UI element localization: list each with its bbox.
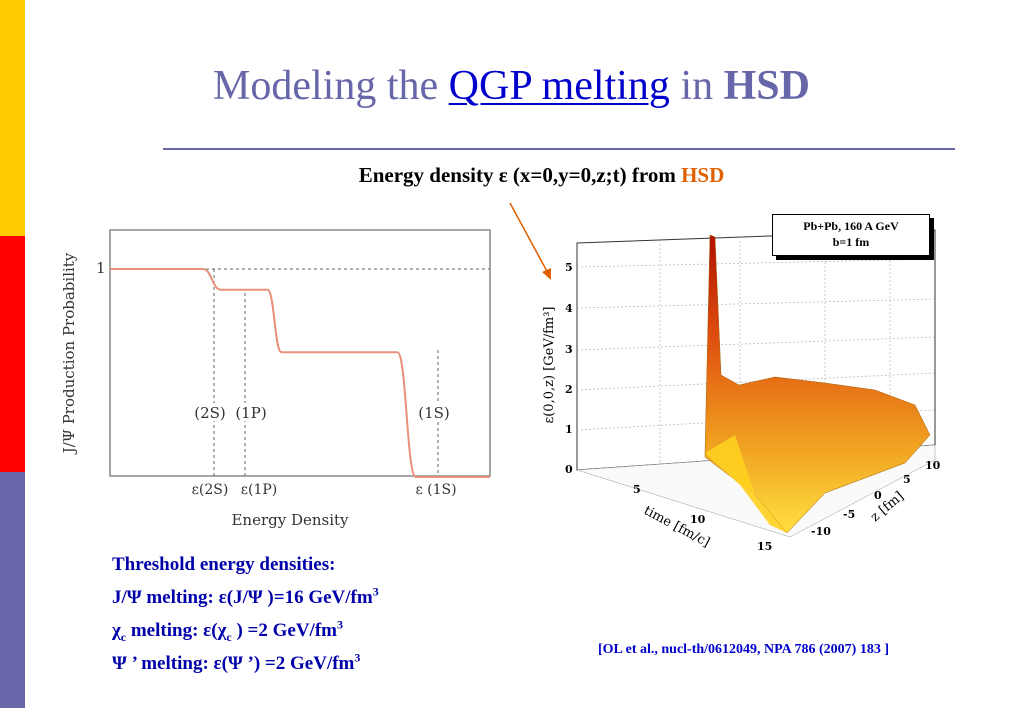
zpos-tick-m5: -5 — [843, 508, 855, 521]
z-tick-2: 2 — [565, 383, 573, 396]
x-tick-2s: ε(2S) — [192, 482, 229, 498]
title-highlight-link[interactable]: QGP melting — [448, 63, 670, 109]
zpos-tick-0: 0 — [874, 489, 882, 502]
y-tick-1: 1 — [96, 259, 106, 277]
x-tick-1p: ε(1P) — [241, 482, 278, 498]
time-tick-10: 10 — [690, 513, 706, 526]
chic-text-a: χ — [112, 620, 121, 641]
threshold-heading: Threshold energy densities: — [112, 554, 336, 575]
z-tick-5: 5 — [565, 261, 573, 274]
subtitle-part1: Energy density ε (x=0,y=0,z;t) from — [358, 163, 682, 187]
legend-line2: b=1 fm — [832, 235, 870, 249]
subtitle-part2: HSD — [681, 163, 725, 187]
title-divider — [163, 148, 955, 150]
reference-citation[interactable]: [OL et al., nucl-th/0612049, NPA 786 (20… — [598, 642, 890, 657]
zpos-tick-10: 10 — [925, 459, 941, 472]
jpsi-sup: 3 — [372, 584, 379, 599]
chic-sub-b: c — [226, 629, 232, 644]
surface-front — [705, 435, 787, 533]
time-axis-title: time [fm/c] — [641, 503, 712, 550]
x-tick-1s: ε (1S) — [415, 482, 456, 498]
chart-subtitle: Energy density ε (x=0,y=0,z;t) from HSD — [0, 163, 1023, 188]
pointer-arrow — [509, 202, 551, 280]
collision-legend: Pb+Pb, 160 A GeV b=1 fm — [772, 214, 930, 256]
title-part3: HSD — [723, 63, 810, 109]
time-tick-5: 5 — [633, 483, 641, 496]
sidebar-stripe — [0, 0, 25, 708]
y-axis-label: J/Ψ Production Probability — [60, 252, 78, 455]
z-axis-title: ε(0,0,z) [GeV/fm³] — [542, 306, 557, 423]
threshold-chic: χc melting: ε(χc ) =2 GeV/fm3 — [112, 614, 379, 647]
time-tick-15: 15 — [757, 540, 772, 553]
title-part2: in — [669, 63, 724, 109]
threshold-jpsi: J/Ψ melting: ε(J/Ψ )=16 GeV/fm3 — [112, 581, 379, 614]
chic-sup: 3 — [336, 617, 343, 632]
sidebar-yellow-block — [0, 0, 25, 236]
chic-text-c: ) =2 GeV/fm — [231, 620, 337, 641]
zpos-tick-5: 5 — [903, 473, 911, 486]
z-tick-labels: 0 1 2 3 4 5 — [565, 261, 573, 476]
psiprime-text: Ψ ’ melting: ε(Ψ ’) =2 GeV/fm — [112, 653, 355, 674]
jpsi-text: J/Ψ melting: ε(J/Ψ )=16 GeV/fm — [112, 587, 373, 608]
sidebar-purple-block — [0, 472, 25, 708]
step-label-1s: (1S) — [418, 404, 450, 422]
z-tick-4: 4 — [565, 302, 573, 315]
zpos-tick-labels: 10 5 0 -5 -10 — [811, 459, 941, 538]
title-part1: Modeling the — [213, 63, 449, 109]
threshold-list: Threshold energy densities: J/Ψ melting:… — [112, 548, 379, 680]
z-tick-0: 0 — [565, 463, 573, 476]
z-tick-1: 1 — [565, 423, 573, 436]
step-label-1p: (1P) — [235, 404, 266, 422]
slide-title: Modeling the QGP melting in HSD — [0, 62, 1023, 110]
plot-frame — [109, 229, 491, 477]
x-axis-label: Energy Density — [231, 511, 349, 529]
probability-curve — [110, 268, 490, 478]
z-tick-3: 3 — [565, 343, 573, 356]
chic-sub-a: c — [120, 629, 127, 644]
energy-density-surface-chart: 0 1 2 3 4 5 ε(0,0,z) [GeV/fm³] 5 10 15 t… — [542, 229, 941, 553]
step-label-2s: (2S) — [194, 404, 226, 422]
sidebar-red-block — [0, 236, 25, 472]
chic-text-b: melting: ε(χ — [126, 620, 227, 641]
psiprime-sup: 3 — [354, 650, 361, 665]
time-tick-labels: 5 10 15 — [633, 483, 772, 553]
jpsi-probability-chart: J/Ψ Production Probability 1 (2S) (1P) (… — [60, 229, 491, 529]
zpos-tick-m10: -10 — [811, 525, 831, 538]
legend-line1: Pb+Pb, 160 A GeV — [803, 219, 899, 233]
threshold-psiprime: Ψ ’ melting: ε(Ψ ’) =2 GeV/fm3 — [112, 647, 379, 680]
